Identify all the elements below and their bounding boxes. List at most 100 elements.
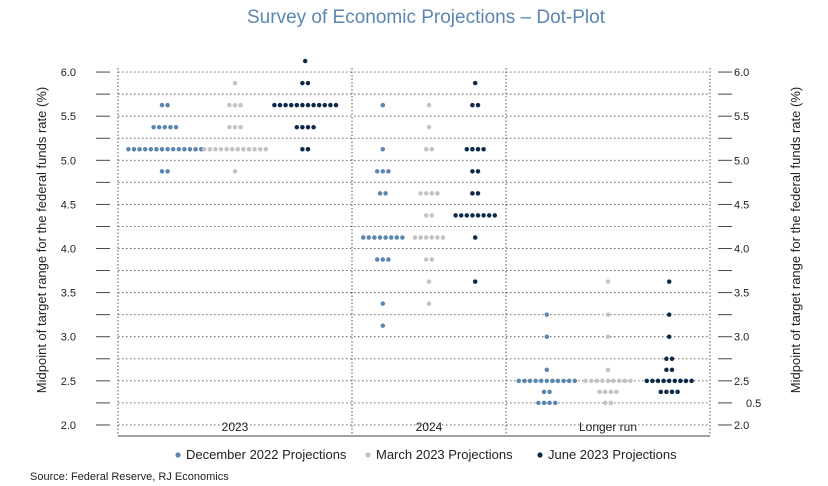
dot [302,58,308,64]
dot [552,400,558,406]
dot [300,80,305,86]
dot [588,378,594,384]
dot [173,124,179,130]
dot [380,102,386,108]
legend-marker [175,452,181,458]
dot [675,389,680,395]
dot [377,235,383,240]
y-tick-label-right: 6.0 [734,67,749,79]
dot [137,147,142,152]
dot [472,235,478,240]
dot [386,169,391,174]
dot [470,147,475,152]
legend-marker [537,452,543,458]
dot [475,169,481,174]
y-tick-label-left: 3.5 [61,288,76,300]
dot [470,169,475,174]
dot [423,235,429,240]
dot [305,124,311,130]
dot [182,147,187,152]
dot [394,235,400,240]
dot [547,389,552,395]
dot [423,257,429,262]
dot [583,378,588,384]
y-tick-label-left: 5.5 [61,111,76,123]
dot [159,169,165,174]
dot [380,147,386,152]
dot [168,124,173,130]
group-label: Longer run [579,420,637,434]
dot [614,389,619,395]
dot [429,213,435,218]
y-tick-label-left: 2.0 [61,420,76,432]
dot [142,147,148,152]
y-tick-label-left: 2.5 [61,376,76,388]
dot [470,102,475,108]
dot [561,378,566,384]
y-axis-label-right: Midpoint of target range for the federal… [788,87,803,393]
dot [464,147,470,152]
legend-label: March 2023 Projections [376,447,513,462]
dot [227,124,232,130]
dot [435,191,440,196]
dot [572,378,578,384]
dot [162,124,168,130]
dot [544,312,550,317]
y-tick-label-right-extra: 0.5 [746,398,761,410]
dot [272,102,277,108]
dot [300,102,305,108]
dot [383,235,388,240]
y-tick-label-left: 4.5 [61,199,76,211]
dot [605,334,611,339]
dot [374,169,380,174]
dot [605,279,611,284]
dot [453,213,458,218]
dot [372,235,377,240]
dot [628,378,633,384]
dot [522,378,527,384]
dot [492,213,498,218]
dot [470,191,475,196]
dot [159,102,165,108]
dot [294,124,300,130]
dot [602,389,608,395]
dot [328,102,333,108]
dot [305,80,311,86]
y-tick-label-right: 2.5 [734,376,749,388]
dot [380,257,386,262]
dot [165,102,170,108]
dot [666,312,672,317]
dot [423,147,429,152]
dot [131,147,137,152]
dot [232,102,238,108]
dot [333,102,339,108]
dot [435,235,440,240]
dot [527,378,533,384]
dot [664,367,669,373]
dot [602,400,608,406]
y-tick-label-right: 4.0 [734,244,749,256]
dot [305,147,311,152]
dot [165,147,170,152]
dot [429,191,435,196]
chart-axes: 6.0 6.0 5.5 5.5 5.0 5.0 4.5 4.5 4.0 4.0 3.5 3.5 3.0 3… [34,67,803,434]
dot [464,213,470,218]
dot [288,102,294,108]
y-tick-label-right: 3.0 [734,332,749,344]
dot [664,389,669,395]
dot [541,389,547,395]
dot [423,213,429,218]
dot [605,378,611,384]
dot [218,147,224,152]
dot [429,147,435,152]
dot [388,235,394,240]
y-tick-label-left: 6.0 [61,67,76,79]
dot [611,378,616,384]
dot [608,389,614,395]
chart-legend: December 2022 Projections March 2023 Proj… [175,447,677,462]
dot [669,389,675,395]
dot [538,378,544,384]
dot [126,147,131,152]
dot [608,400,614,406]
